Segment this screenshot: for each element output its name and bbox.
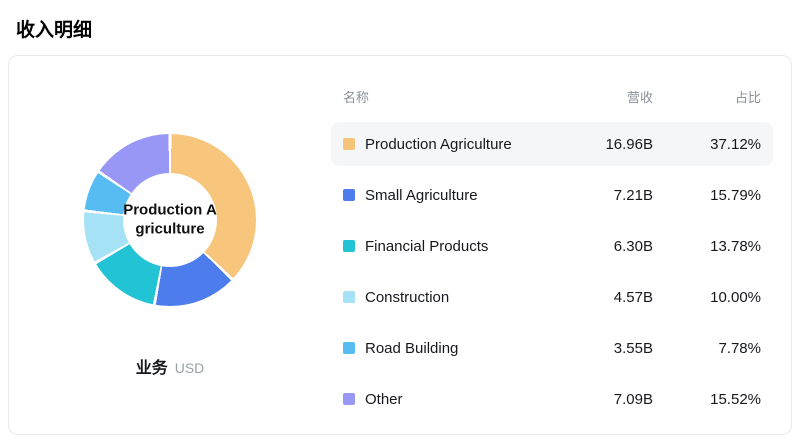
series-swatch bbox=[343, 291, 355, 303]
table-header-row: 名称 营收 占比 bbox=[331, 86, 773, 106]
chart-footer: 业务 USD bbox=[136, 354, 205, 378]
series-swatch bbox=[343, 138, 355, 150]
row-revenue: 7.09B bbox=[613, 390, 653, 408]
row-share: 37.12% bbox=[710, 135, 761, 153]
row-revenue: 7.21B bbox=[613, 186, 653, 204]
row-share: 7.78% bbox=[718, 339, 761, 357]
series-swatch bbox=[343, 393, 355, 405]
row-name: Financial Products bbox=[365, 237, 489, 255]
row-name: Small Agriculture bbox=[365, 186, 478, 204]
table-row[interactable]: Production Agriculture 16.96B 37.12% bbox=[331, 122, 773, 166]
series-swatch bbox=[343, 189, 355, 201]
row-share: 10.00% bbox=[710, 288, 761, 306]
row-name: Construction bbox=[365, 288, 450, 306]
chart-footer-label: 业务 bbox=[135, 360, 168, 377]
row-revenue: 6.30B bbox=[613, 237, 653, 255]
row-share: 15.79% bbox=[710, 186, 761, 204]
donut-center-label: Production Agriculture bbox=[123, 201, 217, 237]
row-name: Production Agriculture bbox=[365, 135, 512, 153]
row-share: 13.78% bbox=[710, 237, 761, 255]
donut-chart[interactable]: Production Agriculture bbox=[84, 134, 256, 306]
table-row[interactable]: Construction 4.57B 10.00% bbox=[331, 275, 773, 319]
table-row[interactable]: Road Building 3.55B 7.78% bbox=[331, 326, 773, 370]
table-row[interactable]: Financial Products 6.30B 13.78% bbox=[331, 224, 773, 268]
series-swatch bbox=[343, 240, 355, 252]
row-name: Road Building bbox=[365, 339, 459, 357]
header-share: 占比 bbox=[734, 89, 761, 105]
donut-chart-section: Production Agriculture 业务 USD bbox=[9, 56, 331, 434]
row-name: Other bbox=[365, 390, 403, 408]
header-revenue: 营收 bbox=[626, 89, 653, 105]
donut-hole bbox=[123, 173, 217, 267]
page-title: 收入明细 bbox=[16, 20, 93, 41]
row-revenue: 4.57B bbox=[613, 288, 653, 306]
chart-footer-unit: USD bbox=[174, 360, 205, 376]
row-share: 15.52% bbox=[710, 390, 761, 408]
header-name: 名称 bbox=[343, 89, 370, 105]
row-revenue: 3.55B bbox=[613, 339, 653, 357]
row-revenue: 16.96B bbox=[605, 135, 653, 153]
series-swatch bbox=[343, 342, 355, 354]
legend-table: 名称 营收 占比 Production Agriculture 16.96B 3… bbox=[331, 56, 791, 434]
table-row[interactable]: Small Agriculture 7.21B 15.79% bbox=[331, 173, 773, 217]
table-row[interactable]: Other 7.09B 15.52% bbox=[331, 377, 773, 421]
revenue-breakdown-card: Production Agriculture 业务 USD 名称 营收 占比 P… bbox=[8, 55, 792, 435]
